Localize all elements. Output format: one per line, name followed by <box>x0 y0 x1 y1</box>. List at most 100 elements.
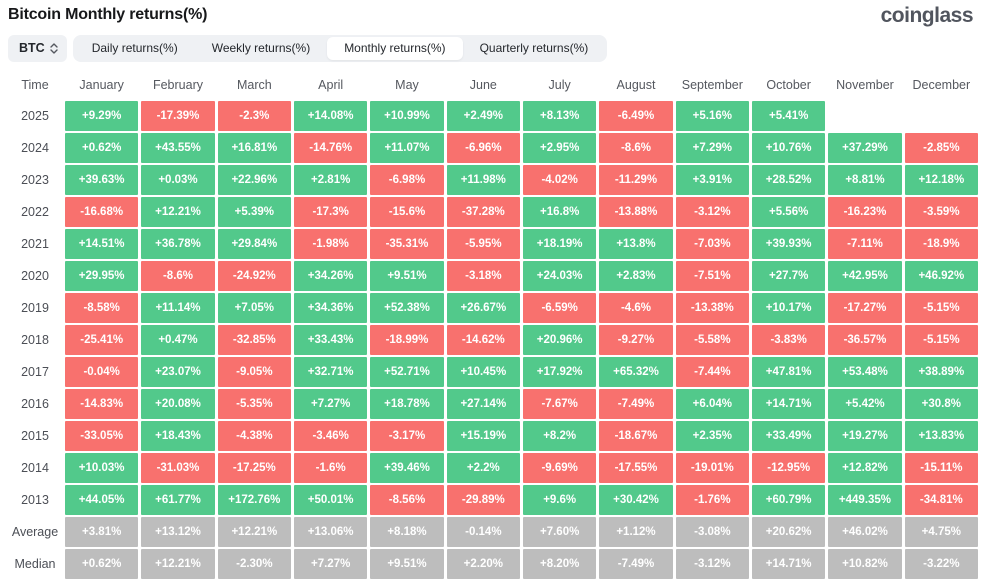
return-cell: +22.96% <box>217 165 291 195</box>
return-cell: +8.20% <box>523 549 597 579</box>
return-cell: -17.25% <box>217 453 291 483</box>
return-cell: -12.95% <box>752 453 826 483</box>
return-cell: -5.15% <box>904 293 978 323</box>
return-cell: +2.20% <box>446 549 520 579</box>
time-column-header: Time <box>21 78 49 92</box>
return-cell: +14.08% <box>294 101 368 131</box>
return-cell: -9.05% <box>217 357 291 387</box>
return-cell: -14.62% <box>446 325 520 355</box>
return-cell: +39.63% <box>65 165 139 195</box>
page-title: Bitcoin Monthly returns(%) <box>8 6 208 23</box>
return-cell: +5.16% <box>675 101 749 131</box>
return-cell: +53.48% <box>828 357 902 387</box>
return-cell: -17.39% <box>141 101 215 131</box>
row-label: 2023 <box>21 173 49 187</box>
return-cell: +15.19% <box>446 421 520 451</box>
column-header: March <box>236 78 272 92</box>
return-cell: -4.02% <box>523 165 597 195</box>
return-cell: +6.04% <box>675 389 749 419</box>
column-header: April <box>318 78 344 92</box>
return-cell: +12.82% <box>828 453 902 483</box>
coin-selector-label: BTC <box>19 41 45 55</box>
coin-selector[interactable]: BTC <box>8 34 67 62</box>
return-cell: +14.51% <box>65 229 139 259</box>
return-cell: -37.28% <box>446 197 520 227</box>
return-cell: -8.56% <box>370 485 444 515</box>
return-cell: +18.43% <box>141 421 215 451</box>
return-cell: -2.3% <box>217 101 291 131</box>
return-cell: +14.71% <box>752 549 826 579</box>
monthly-returns-table: Time January February March April May June July… <box>8 69 978 579</box>
return-cell: +17.92% <box>523 357 597 387</box>
return-cell: +11.98% <box>446 165 520 195</box>
return-cell: +44.05% <box>65 485 139 515</box>
return-cell: +32.71% <box>294 357 368 387</box>
return-cell: +43.55% <box>141 133 215 163</box>
return-cell: -14.76% <box>294 133 368 163</box>
return-cell: +8.13% <box>523 101 597 131</box>
return-cell: -15.11% <box>904 453 978 483</box>
return-cell: -3.22% <box>904 549 978 579</box>
return-cell: +30.8% <box>904 389 978 419</box>
return-cell: +10.45% <box>446 357 520 387</box>
return-cell: -1.98% <box>294 229 368 259</box>
return-cell: +36.78% <box>141 229 215 259</box>
row-label: 2019 <box>21 301 49 315</box>
return-cell: -6.96% <box>446 133 520 163</box>
coinglass-logo: coinglass <box>880 4 974 27</box>
return-cell: +24.03% <box>523 261 597 291</box>
return-cell: +12.21% <box>141 549 215 579</box>
return-cell: +10.17% <box>752 293 826 323</box>
return-cell: +1.12% <box>599 517 673 547</box>
return-cell: +16.81% <box>217 133 291 163</box>
return-cell: +26.67% <box>446 293 520 323</box>
row-label: 2016 <box>21 397 49 411</box>
return-cell: +29.84% <box>217 229 291 259</box>
return-cell: -3.46% <box>294 421 368 451</box>
return-cell: -6.98% <box>370 165 444 195</box>
return-cell: +20.08% <box>141 389 215 419</box>
return-cell: -19.01% <box>675 453 749 483</box>
column-header: October <box>766 78 811 92</box>
return-cell: -7.67% <box>523 389 597 419</box>
return-cell: +34.26% <box>294 261 368 291</box>
row-label: 2024 <box>21 141 49 155</box>
return-cell: +449.35% <box>828 485 902 515</box>
tab-quarterly[interactable]: Quarterly returns(%) <box>463 37 606 60</box>
return-cell: +8.18% <box>370 517 444 547</box>
row-label: 2015 <box>21 429 49 443</box>
return-cell: -33.05% <box>65 421 139 451</box>
row-label: 2021 <box>21 237 49 251</box>
return-cell: +23.07% <box>141 357 215 387</box>
return-cell: -0.14% <box>446 517 520 547</box>
return-cell: +9.51% <box>370 549 444 579</box>
return-cell: +11.14% <box>141 293 215 323</box>
return-cell: +30.42% <box>599 485 673 515</box>
row-label: 2025 <box>21 109 49 123</box>
return-cell: +9.6% <box>523 485 597 515</box>
return-cell: +38.89% <box>904 357 978 387</box>
return-cell: -17.27% <box>828 293 902 323</box>
return-cell: +19.27% <box>828 421 902 451</box>
return-cell: +10.82% <box>828 549 902 579</box>
return-cell: -5.35% <box>217 389 291 419</box>
tab-daily[interactable]: Daily returns(%) <box>75 37 195 60</box>
return-cell: -14.83% <box>65 389 139 419</box>
tab-weekly[interactable]: Weekly returns(%) <box>195 37 327 60</box>
return-cell: -18.67% <box>599 421 673 451</box>
return-cell: +12.18% <box>904 165 978 195</box>
return-cell: +27.14% <box>446 389 520 419</box>
return-cell: -16.23% <box>828 197 902 227</box>
return-cell: +2.95% <box>523 133 597 163</box>
return-cell: +52.71% <box>370 357 444 387</box>
return-cell: +33.49% <box>752 421 826 451</box>
return-cell: +10.03% <box>65 453 139 483</box>
column-header: January <box>79 78 124 92</box>
return-cell: -7.03% <box>675 229 749 259</box>
row-label: 2013 <box>21 493 49 507</box>
tab-monthly[interactable]: Monthly returns(%) <box>327 36 463 60</box>
return-cell: -0.04% <box>65 357 139 387</box>
column-header: May <box>395 78 419 92</box>
return-cell: -7.49% <box>599 549 673 579</box>
column-header: July <box>548 78 571 92</box>
